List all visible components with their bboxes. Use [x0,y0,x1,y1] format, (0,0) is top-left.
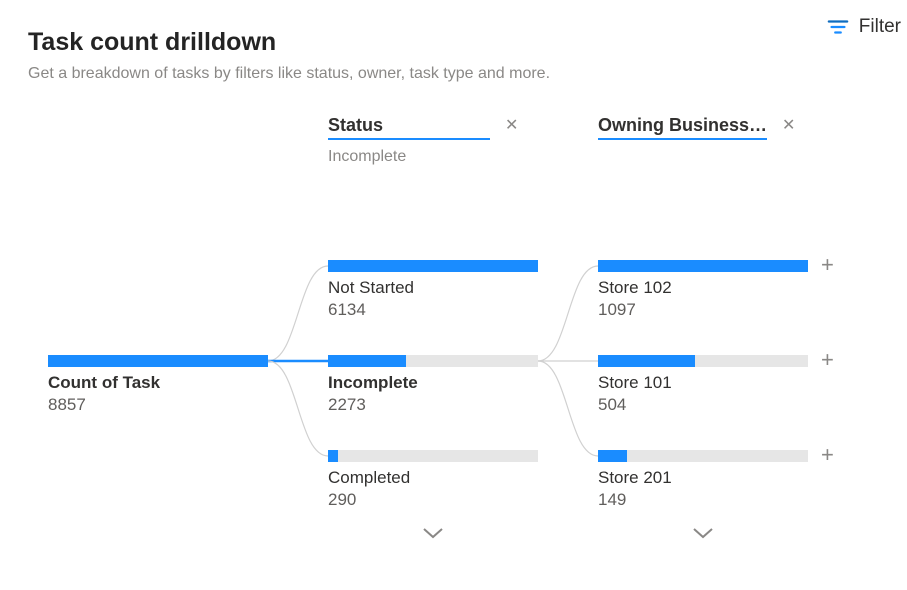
node-label: Incomplete [328,373,538,393]
store-node-102[interactable]: Store 102 1097 [598,260,808,320]
bar [598,450,808,462]
node-label: Completed [328,468,538,488]
plus-icon[interactable]: + [821,349,834,371]
node-count: 1097 [598,300,808,320]
bar [328,355,538,367]
bar [598,355,808,367]
node-count: 2273 [328,395,538,415]
bar [328,450,538,462]
plus-icon[interactable]: + [821,444,834,466]
bar [328,260,538,272]
status-node-completed[interactable]: Completed 290 [328,450,538,510]
status-node-not-started[interactable]: Not Started 6134 [328,260,538,320]
page-subtitle: Get a breakdown of tasks by filters like… [28,65,879,83]
plus-icon[interactable]: + [821,254,834,276]
node-count: 6134 [328,300,538,320]
column-header-selected: Incomplete [328,148,518,166]
close-icon[interactable]: ✕ [782,117,795,134]
column-header-owning-business[interactable]: Owning Business… ✕ [598,115,795,140]
bar [598,260,808,272]
chevron-down-icon[interactable] [690,525,716,541]
column-header-label: Owning Business… [598,115,767,140]
column-header-status[interactable]: Status ✕ Incomplete [328,115,518,166]
node-label: Store 102 [598,278,808,298]
node-count: 504 [598,395,808,415]
bar [48,355,268,367]
node-label: Not Started [328,278,538,298]
filter-button[interactable]: Filter [821,12,907,42]
close-icon[interactable]: ✕ [505,117,518,134]
page-title: Task count drilldown [28,28,879,57]
filter-label: Filter [859,16,901,38]
node-label: Count of Task [48,373,268,393]
drilldown-tree: Status ✕ Incomplete Owning Business… ✕ C… [28,105,879,545]
store-node-101[interactable]: Store 101 504 [598,355,808,415]
status-node-incomplete[interactable]: Incomplete 2273 [328,355,538,415]
filter-icon [827,18,849,36]
node-label: Store 201 [598,468,808,488]
column-header-label: Status [328,115,490,140]
chevron-down-icon[interactable] [420,525,446,541]
node-label: Store 101 [598,373,808,393]
node-count: 290 [328,490,538,510]
root-node[interactable]: Count of Task 8857 [48,355,268,415]
node-count: 8857 [48,395,268,415]
store-node-201[interactable]: Store 201 149 [598,450,808,510]
node-count: 149 [598,490,808,510]
